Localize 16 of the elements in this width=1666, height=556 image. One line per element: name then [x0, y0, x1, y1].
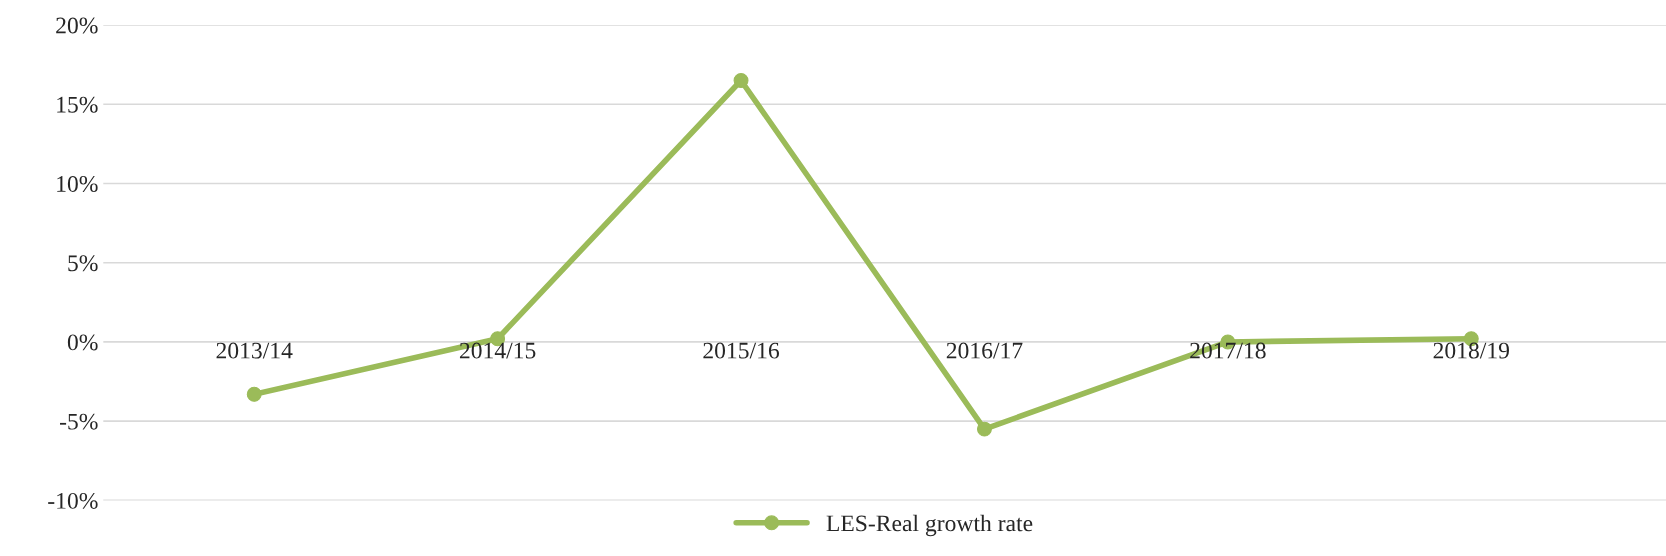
y-tick-label: -5%: [59, 413, 98, 430]
x-tick-label: 2016/17: [946, 342, 1023, 359]
point: [246, 386, 262, 402]
y-tick-label: 5%: [68, 255, 98, 272]
x-tick-label: 2013/14: [216, 342, 293, 359]
point: [976, 421, 992, 437]
legend-label: LES-Real growth rate: [826, 514, 1033, 537]
x-tick-label: 2018/19: [1433, 342, 1509, 359]
y-tick-label: 15%: [57, 96, 98, 113]
x-tick-label: 2015/16: [703, 342, 780, 359]
y-tick-label: 0%: [67, 334, 98, 351]
x-tick-label: 2014/15: [459, 342, 536, 359]
y-tick-label: -10%: [48, 492, 98, 509]
y-tick-label: 10%: [57, 175, 98, 192]
point: [733, 73, 749, 88]
y-tick-label: 20%: [56, 17, 98, 34]
